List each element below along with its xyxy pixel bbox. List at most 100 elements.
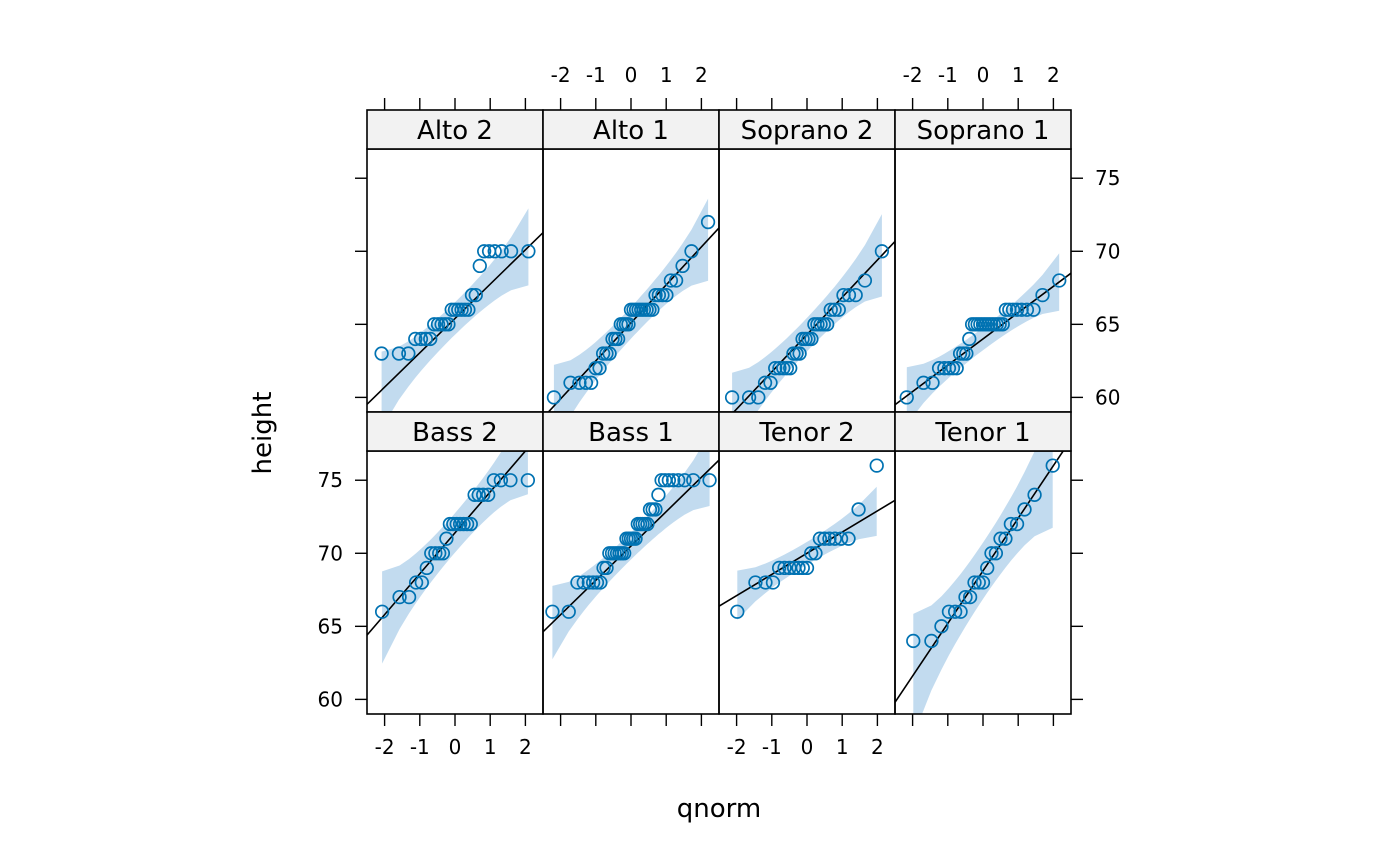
- x-tick-label: 0: [977, 63, 990, 87]
- confidence-band-tenor-1: [913, 451, 1053, 714]
- data-point: [1009, 516, 1025, 532]
- data-point: [998, 531, 1013, 546]
- data-point: [610, 331, 626, 347]
- data-point: [958, 589, 973, 605]
- data-point: [599, 560, 614, 576]
- data-point: [581, 575, 596, 590]
- data-point: [401, 589, 417, 605]
- data-point: [424, 546, 439, 561]
- x-tick-label: 2: [519, 735, 532, 759]
- data-point: [602, 346, 617, 361]
- data-point: [570, 575, 585, 590]
- data-point: [661, 473, 677, 488]
- data-point: [988, 546, 1004, 561]
- y-tick-label: 65: [318, 614, 343, 638]
- data-point: [995, 317, 1010, 332]
- data-point: [668, 273, 684, 288]
- data-point: [621, 317, 636, 332]
- x-tick-label: -1: [938, 63, 958, 87]
- data-point: [792, 346, 807, 361]
- data-point: [449, 516, 464, 532]
- data-point: [906, 633, 921, 649]
- strip-label-tenor-2: Tenor 2: [758, 418, 854, 448]
- reference-lines: [367, 227, 1071, 703]
- data-points: [374, 214, 1067, 649]
- axes: -2 -1 0 1 2-2 -1 0 1 2-2 -1 0 1 2-2 -1 0 1 2606570756065…: [318, 63, 1121, 759]
- data-point: [640, 516, 655, 532]
- data-point: [521, 244, 536, 259]
- reference-line-bass-2: [367, 451, 527, 636]
- data-point: [413, 331, 429, 347]
- y-tick-label: 65: [1095, 312, 1120, 336]
- data-point: [947, 604, 963, 619]
- data-point: [441, 317, 456, 332]
- x-tick-label: -1: [410, 735, 430, 759]
- data-point: [520, 473, 536, 488]
- y-tick-label: 70: [318, 541, 343, 565]
- data-point: [748, 575, 763, 590]
- data-point: [477, 244, 492, 259]
- data-point: [408, 331, 423, 347]
- reference-line-tenor-1: [895, 451, 1065, 703]
- data-point: [434, 317, 449, 332]
- data-point: [481, 487, 496, 502]
- data-point: [435, 546, 451, 561]
- strip-soprano-1: [894, 109, 1072, 150]
- data-point: [655, 287, 670, 303]
- strip-label-bass-2: Bass 2: [412, 418, 498, 448]
- data-point: [1026, 302, 1041, 317]
- data-point: [975, 575, 991, 590]
- data-point: [589, 575, 605, 590]
- x-tick-label: 1: [836, 735, 849, 759]
- data-point: [967, 575, 982, 590]
- data-point: [471, 487, 486, 502]
- data-point: [959, 346, 974, 361]
- x-tick-label: 1: [660, 63, 673, 87]
- data-point: [700, 214, 716, 230]
- data-point: [771, 560, 787, 576]
- data-point: [446, 516, 461, 532]
- data-point: [857, 273, 873, 288]
- data-point: [925, 375, 940, 390]
- data-point: [799, 560, 815, 576]
- x-tick-label: 2: [695, 63, 708, 87]
- data-point: [827, 302, 842, 317]
- data-point: [677, 473, 692, 488]
- x-axis-title: qnorm: [677, 794, 761, 824]
- data-point: [563, 375, 578, 390]
- data-point: [463, 516, 478, 532]
- reference-line-bass-1: [543, 459, 719, 633]
- x-tick-label: -2: [375, 735, 395, 759]
- x-tick-label: -1: [586, 63, 606, 87]
- x-tick-label: 1: [1012, 63, 1025, 87]
- data-point: [1045, 458, 1060, 473]
- data-point: [962, 331, 977, 347]
- strip-label-soprano-2: Soprano 2: [741, 116, 874, 146]
- data-point: [592, 361, 607, 376]
- data-point: [578, 375, 594, 390]
- data-point: [820, 317, 835, 332]
- y-tick-label: 75: [1095, 166, 1120, 190]
- data-point: [817, 531, 832, 546]
- x-tick-label: 2: [1047, 63, 1060, 87]
- data-point: [993, 531, 1008, 546]
- data-point: [654, 473, 669, 488]
- data-point: [831, 302, 846, 317]
- data-point: [931, 361, 947, 376]
- data-point: [949, 361, 964, 376]
- data-point: [823, 302, 838, 317]
- data-point: [663, 273, 679, 288]
- data-point: [572, 375, 587, 390]
- strip-alto-1: [542, 109, 720, 150]
- data-point: [467, 487, 482, 502]
- data-point: [545, 604, 560, 619]
- data-point: [648, 502, 663, 517]
- data-point: [812, 531, 828, 546]
- data-point: [1019, 302, 1035, 317]
- data-point: [546, 390, 562, 405]
- data-point: [795, 560, 810, 576]
- data-point: [1052, 273, 1067, 288]
- data-point: [651, 287, 667, 303]
- data-point: [593, 575, 608, 590]
